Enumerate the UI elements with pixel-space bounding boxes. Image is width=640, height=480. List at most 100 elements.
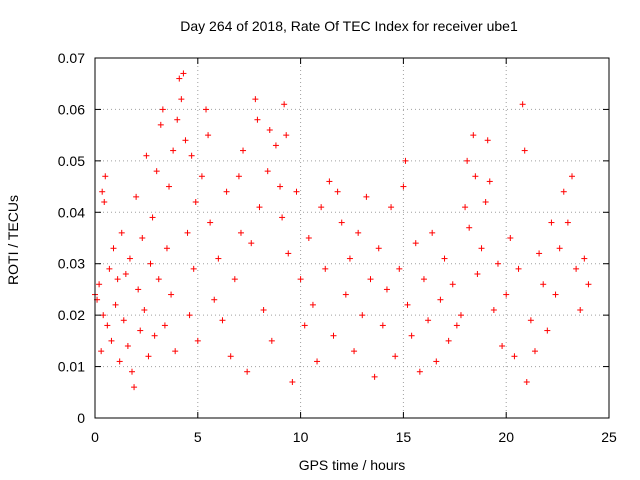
data-point xyxy=(188,152,195,159)
data-point xyxy=(457,312,464,319)
data-point xyxy=(184,229,191,236)
data-point xyxy=(174,116,181,123)
data-point xyxy=(402,157,409,164)
data-point xyxy=(289,379,296,385)
data-point xyxy=(203,106,210,113)
data-point xyxy=(133,193,140,200)
data-point xyxy=(396,265,403,272)
data-point xyxy=(573,265,580,272)
data-point xyxy=(521,147,528,154)
data-point xyxy=(544,327,551,334)
data-point xyxy=(478,245,485,252)
data-point xyxy=(511,353,518,360)
data-point xyxy=(283,132,290,139)
data-point xyxy=(474,271,481,277)
data-point xyxy=(235,173,242,180)
data-point xyxy=(346,255,353,262)
data-point xyxy=(462,204,469,211)
data-point xyxy=(192,199,199,205)
data-point xyxy=(254,116,261,123)
data-point xyxy=(581,255,588,262)
data-point xyxy=(281,101,288,108)
data-point xyxy=(157,121,164,128)
data-point xyxy=(445,337,452,344)
data-point xyxy=(408,332,415,339)
data-point xyxy=(137,327,144,334)
data-point xyxy=(231,276,238,283)
data-point xyxy=(472,173,479,180)
data-point xyxy=(425,317,432,324)
data-point xyxy=(186,312,193,319)
y-axis-tick-label: 0.07 xyxy=(58,50,85,66)
data-point xyxy=(519,101,526,108)
data-point xyxy=(126,255,133,262)
data-point xyxy=(112,301,119,308)
data-point xyxy=(182,137,189,144)
data-point xyxy=(176,75,183,82)
data-point xyxy=(151,332,158,339)
y-axis-tick-label: 0.02 xyxy=(58,307,85,323)
data-point xyxy=(379,322,386,329)
data-point xyxy=(147,260,154,267)
data-point xyxy=(577,307,584,313)
data-point xyxy=(272,142,279,149)
data-point xyxy=(375,245,382,252)
data-point xyxy=(420,276,427,283)
data-point xyxy=(260,307,267,313)
data-point xyxy=(342,291,349,298)
data-point xyxy=(114,276,121,283)
chart-title: Day 264 of 2018, Rate Of TEC Index for r… xyxy=(180,18,518,34)
data-point xyxy=(170,147,177,154)
data-point xyxy=(301,322,308,329)
data-point xyxy=(194,337,201,344)
data-point xyxy=(118,229,125,236)
axis-ticks xyxy=(94,57,610,419)
data-point xyxy=(359,312,366,319)
data-point xyxy=(314,358,321,365)
data-point xyxy=(116,358,123,365)
data-point xyxy=(108,337,115,344)
data-point xyxy=(453,322,460,329)
data-point xyxy=(531,348,538,355)
data-point xyxy=(244,368,251,375)
grid xyxy=(95,58,609,418)
data-point xyxy=(168,291,175,298)
data-point xyxy=(433,358,440,365)
data-point xyxy=(252,96,259,103)
data-point xyxy=(153,168,160,175)
plot-frame xyxy=(94,57,610,419)
data-point xyxy=(388,204,395,211)
data-point xyxy=(178,96,185,103)
data-point xyxy=(338,219,345,226)
data-point xyxy=(305,235,312,241)
data-point xyxy=(429,229,436,236)
data-point xyxy=(556,245,563,252)
x-axis-tick-label: 5 xyxy=(194,429,202,445)
data-point xyxy=(256,204,263,211)
data-point xyxy=(268,337,275,344)
data-point xyxy=(371,373,378,380)
data-point xyxy=(120,317,127,324)
data-point xyxy=(159,106,166,113)
data-point xyxy=(309,301,316,308)
data-point xyxy=(96,281,103,288)
y-axis-tick-label: 0.04 xyxy=(58,204,85,220)
data-point xyxy=(482,199,489,205)
data-point xyxy=(135,286,142,293)
data-point xyxy=(277,183,284,190)
data-point xyxy=(219,317,226,324)
data-point xyxy=(536,250,543,257)
data-point xyxy=(100,312,107,319)
y-axis-tick-label: 0.03 xyxy=(58,256,85,272)
data-point xyxy=(297,276,304,283)
data-point xyxy=(412,240,419,247)
data-point xyxy=(527,317,534,324)
y-axis-label: ROTI / TECUs xyxy=(5,195,21,285)
data-point xyxy=(248,240,255,247)
data-point xyxy=(449,281,456,288)
data-point xyxy=(166,183,173,190)
x-axis-label: GPS time / hours xyxy=(299,457,406,473)
data-point xyxy=(523,379,530,385)
data-point xyxy=(499,343,506,349)
data-point xyxy=(139,235,146,241)
